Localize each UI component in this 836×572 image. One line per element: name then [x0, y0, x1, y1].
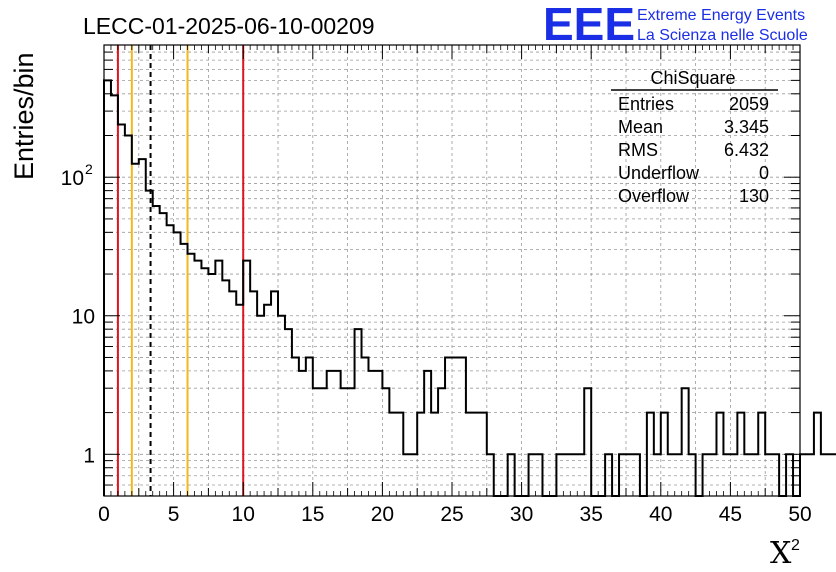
stats-label: Entries	[618, 94, 674, 114]
stats-rows: Entries 2059 Mean 3.345 RMS 6.432 Underflow 0 Ov…	[618, 94, 769, 206]
stats-label: Mean	[618, 117, 663, 137]
stats-value: 130	[739, 186, 769, 206]
stats-box: ChiSquare Entries 2059 Mean 3.345 RMS 6.432 Un…	[611, 68, 778, 206]
y-tick-label: 10	[61, 167, 84, 190]
grid-lines	[104, 44, 800, 497]
histogram-series	[103, 79, 836, 497]
stats-value: 3.345	[724, 117, 769, 137]
x-tick-label: 25	[440, 503, 463, 526]
x-tick-label: 50	[788, 503, 811, 526]
stats-value: 6.432	[724, 140, 769, 160]
axis-ticks	[103, 44, 801, 497]
x-axis-title-exponent: 2	[791, 537, 800, 554]
y-axis-title: Entries/bin	[9, 52, 39, 180]
x-tick-label: 15	[301, 503, 324, 526]
x-tick-label: 5	[168, 503, 180, 526]
eee-logo: EEE Extreme Energy Events La Scienza nel…	[543, 0, 808, 50]
stats-label: Underflow	[618, 163, 700, 183]
stats-label: Overflow	[618, 186, 690, 206]
x-tick-label: 45	[719, 503, 742, 526]
y-tick-label-exponent: 2	[85, 161, 93, 177]
reference-lines	[116, 45, 245, 496]
stats-value: 2059	[729, 94, 769, 114]
y-tick-label: 1	[83, 444, 95, 467]
logo-line-2: La Scienza nelle Scuole	[637, 27, 808, 44]
stats-label: RMS	[618, 140, 658, 160]
stats-title: ChiSquare	[650, 68, 735, 88]
x-tick-label: 20	[371, 503, 394, 526]
x-tick-label: 40	[649, 503, 672, 526]
logo-line-1: Extreme Energy Events	[637, 7, 805, 24]
chart-title: LECC-01-2025-06-10-00209	[83, 13, 375, 39]
x-tick-label: 10	[232, 503, 255, 526]
x-tick-label: 30	[510, 503, 533, 526]
stats-value: 0	[759, 163, 769, 183]
x-tick-label: 0	[98, 503, 110, 526]
x-tick-label: 35	[580, 503, 603, 526]
x-axis-title: X 2	[770, 536, 800, 571]
y-tick-label: 10	[72, 306, 95, 329]
x-axis-title-base: X	[770, 536, 792, 571]
eee-logo-mark: EEE	[543, 0, 635, 50]
x-axis-tick-labels: 0 5 10 15 20 25 30 35 40 45 50	[98, 503, 812, 526]
